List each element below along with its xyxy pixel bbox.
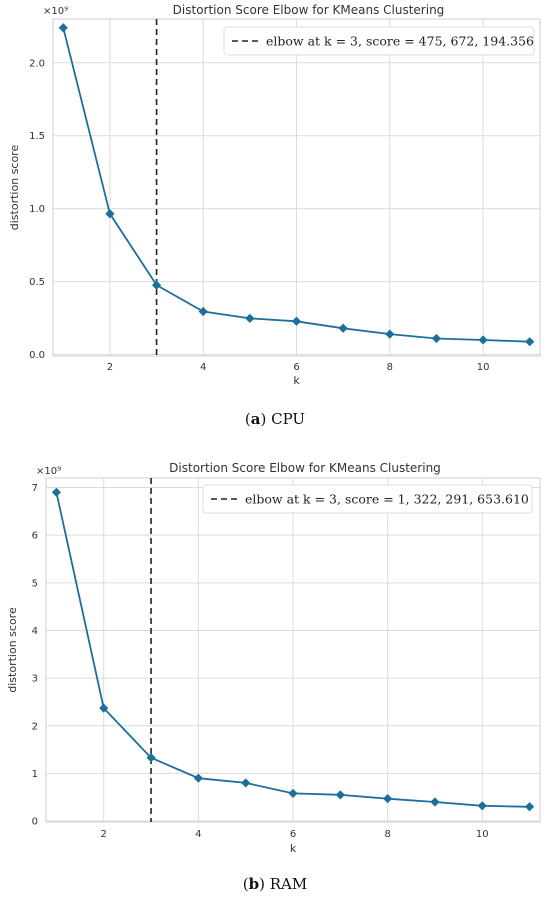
data-point <box>385 329 395 339</box>
data-point <box>335 790 345 800</box>
chart-title: Distortion Score Elbow for KMeans Cluste… <box>173 3 445 17</box>
caption-label: ( <box>245 410 251 428</box>
x-tick-label: 10 <box>476 829 489 840</box>
chart-panel-1: 0.0 0.5 1.0 1.5 2.0 2 4 6 8 10 Distortion Score El… <box>8 3 541 428</box>
caption-letter: b <box>249 875 260 893</box>
x-tick-label: 8 <box>387 362 393 373</box>
y-tick-label: 2 <box>32 721 38 732</box>
y-tick-label: 0.5 <box>29 277 45 288</box>
y-tick-label: 0 <box>32 817 38 828</box>
data-point <box>146 753 156 763</box>
data-point <box>99 703 109 713</box>
legend-box <box>223 26 535 56</box>
chart-panel-2: 0 1 2 3 4 5 6 7 2 4 6 8 10 Distortion Score Elbow for… <box>6 461 541 893</box>
y-axis-label: distortion score <box>6 607 19 693</box>
y-tick-label: 1 <box>32 769 38 780</box>
figure-caption: (b) RAM <box>243 875 307 893</box>
x-tick-label: 8 <box>384 829 390 840</box>
legend-label: elbow at k = 3, score = 475, 672, 194.35… <box>266 34 534 49</box>
caption-label: ( <box>243 875 249 893</box>
y-tick-label: 5 <box>32 578 38 589</box>
y-multiplier: ×10⁹ <box>43 6 68 17</box>
plot-frame <box>52 18 541 357</box>
figure-caption: (a) CPU <box>245 410 305 428</box>
data-point <box>291 316 302 326</box>
x-axis-label: k <box>290 842 297 855</box>
x-tick-label: 10 <box>477 362 490 373</box>
x-tick-label: 4 <box>195 829 201 840</box>
data-point <box>198 306 208 317</box>
x-tick-label: 6 <box>293 362 299 373</box>
data-point <box>241 778 251 788</box>
legend-box <box>202 484 533 514</box>
data-point <box>105 209 115 219</box>
plot-frame <box>45 477 541 823</box>
y-tick-label: 1.5 <box>29 131 45 142</box>
data-point <box>51 487 62 497</box>
data-point <box>58 23 68 33</box>
data-point <box>478 335 488 345</box>
y-tick-label: 0.0 <box>29 350 45 361</box>
x-tick-label: 6 <box>290 829 296 840</box>
data-point <box>383 794 393 804</box>
caption-letter: a <box>251 410 261 428</box>
data-point <box>245 313 255 323</box>
data-point <box>193 773 203 783</box>
y-tick-label: 4 <box>32 626 38 637</box>
data-point <box>524 802 535 812</box>
data-point <box>338 323 348 333</box>
data-point <box>525 337 535 347</box>
y-tick-label: 6 <box>32 531 38 542</box>
caption-text: ) RAM <box>259 875 307 893</box>
x-axis-label: k <box>293 374 300 387</box>
chart-title: Distortion Score Elbow for KMeans Cluste… <box>169 461 441 475</box>
legend-label: elbow at k = 3, score = 1, 322, 291, 653… <box>245 492 529 507</box>
y-tick-label: 2.0 <box>29 58 45 69</box>
y-axis-label: distortion score <box>8 145 21 231</box>
data-point <box>431 333 442 344</box>
x-tick-label: 2 <box>101 829 107 840</box>
data-point <box>151 280 162 290</box>
y-tick-label: 3 <box>32 674 38 685</box>
y-tick-label: 7 <box>32 483 38 494</box>
y-multiplier: ×10⁹ <box>36 466 61 477</box>
data-point <box>288 788 298 799</box>
x-tick-label: 4 <box>200 362 206 373</box>
caption-text: ) CPU <box>261 410 306 428</box>
x-tick-label: 2 <box>107 362 113 373</box>
data-point <box>430 797 440 807</box>
data-point <box>477 801 487 811</box>
y-tick-label: 1.0 <box>29 204 45 215</box>
